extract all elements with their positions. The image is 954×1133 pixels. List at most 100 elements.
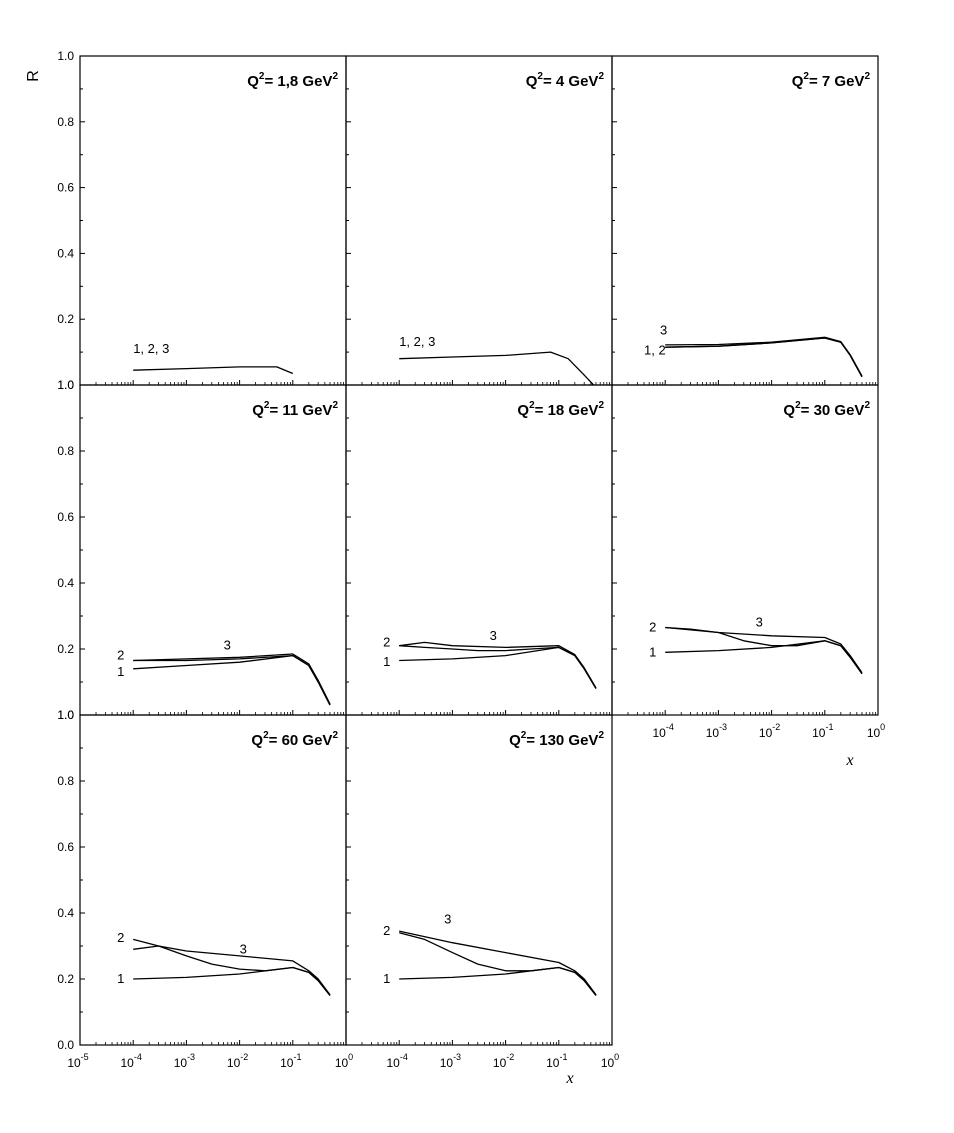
panel-2: Q2= 4 GeV2 1, 2, 3: [399, 71, 605, 386]
curve-2: [665, 337, 863, 378]
curve-2: [133, 938, 331, 996]
curve-label: 3: [224, 638, 231, 653]
panel-frame-7: [79, 714, 347, 1046]
curve-label: 2: [649, 620, 656, 635]
curve-1-2-3: [399, 351, 595, 386]
curve-1: [399, 966, 597, 996]
y-tick-label: 0.2: [57, 972, 74, 986]
x-tick-label: 10-3: [174, 1052, 195, 1070]
curve-label: 1: [383, 654, 390, 669]
curve-label: 3: [240, 941, 247, 956]
y-tick-label: 0.6: [57, 840, 74, 854]
y-tick-label: 1.0: [57, 378, 74, 392]
curve-1: [665, 640, 863, 675]
panel-frames: [79, 55, 879, 1046]
panel-5: Q2= 18 GeV2 2 1 3: [383, 400, 604, 689]
curve-label: 1: [383, 971, 390, 986]
panel-frame-3: [611, 55, 879, 386]
curve-2: [399, 645, 597, 689]
panel-title: Q2= 1,8 GeV2: [247, 71, 338, 90]
curve-3: [399, 641, 597, 689]
curve-2: [133, 654, 331, 706]
panel-3: Q2= 7 GeV2 3 1, 2: [644, 71, 871, 378]
y-tick-label: 1.0: [57, 708, 74, 722]
y-tick-label: 1.0: [57, 708, 74, 722]
curve-label: 1, 2: [644, 342, 666, 357]
curve-3: [665, 626, 863, 674]
curve-label: 3: [490, 628, 497, 643]
y-tick-label: 0.8: [57, 774, 74, 788]
panel-title: Q2= 18 GeV2: [517, 400, 604, 419]
x-tick-label: 10-1: [546, 1052, 567, 1070]
x-tick-label: 10-3: [440, 1052, 461, 1070]
curve-label: 1, 2, 3: [133, 341, 169, 356]
panel-4: Q2= 11 GeV2 21 3: [117, 400, 338, 706]
curve-1: [399, 646, 597, 689]
curve-label: 2: [117, 648, 124, 663]
panel-6: Q2= 30 GeV2 2 1 3: [649, 400, 870, 675]
panel-title: Q2= 130 GeV2: [509, 730, 604, 749]
x-axis-label: x: [845, 752, 853, 769]
y-tick-label: 0.6: [57, 181, 74, 195]
curve-label: 3: [444, 912, 451, 927]
x-tick-label: 100: [867, 722, 885, 740]
x-tick-label: 10-2: [759, 722, 780, 740]
curve-label: 2: [117, 930, 124, 945]
y-tick-label: 0.4: [57, 906, 74, 920]
x-tick-label: 100: [601, 1052, 619, 1070]
curve-2: [665, 626, 863, 675]
x-tick-label: 10-4: [387, 1052, 408, 1070]
y-axis-label: R: [25, 70, 42, 82]
curve-label: 2: [383, 634, 390, 649]
panel-7: Q2= 60 GeV2 2 1 3: [117, 730, 338, 996]
panel-title: Q2= 7 GeV2: [792, 71, 871, 90]
curve-2: [399, 932, 597, 996]
curve-1: [133, 966, 331, 996]
x-tick-label: 10-2: [493, 1052, 514, 1070]
y-tick-label: 0.4: [57, 246, 74, 260]
x-tick-label: 10-3: [706, 722, 727, 740]
y-tick-label: 0.8: [57, 444, 74, 458]
y-tick-label: 0.0: [57, 1038, 74, 1052]
curve-label: 2: [383, 923, 390, 938]
curve-label: 3: [660, 323, 667, 338]
x-tick-label: 10-4: [121, 1052, 142, 1070]
x-tick-label: 10-2: [227, 1052, 248, 1070]
x-axis-label: x: [565, 1070, 573, 1087]
curve-label: 1: [117, 971, 124, 986]
y-tick-label: 1.0: [57, 378, 74, 392]
panel-title: Q2= 30 GeV2: [783, 400, 870, 419]
y-axis: 1.00.20.40.60.81.01.00.20.40.60.81.00.00…: [57, 49, 74, 1052]
curve-1-2-3: [133, 366, 294, 375]
x-axes: 10-4 10-3 10-2 10-1 100 10-5 10-4 10-3 10-2 10-1 1…: [67, 722, 885, 1087]
y-tick-label: 0.6: [57, 510, 74, 524]
curve-1: [133, 654, 331, 706]
panel-1: Q2= 1,8 GeV2 1, 2, 3: [133, 71, 338, 375]
panel-frame-1: [79, 55, 347, 386]
panel-frame-6: [611, 384, 879, 716]
panel-title: Q2= 4 GeV2: [526, 71, 605, 90]
x-tick-label: 10-4: [653, 722, 674, 740]
panel-8: Q2= 130 GeV2 2 1 3: [383, 730, 604, 996]
curve-3: [665, 336, 863, 377]
curve-3: [133, 653, 331, 705]
curve-3: [133, 945, 331, 996]
curve-label: 1, 2, 3: [399, 334, 435, 349]
panel-title: Q2= 60 GeV2: [251, 730, 338, 749]
panel-frame-8: [345, 714, 613, 1046]
panel-title: Q2= 11 GeV2: [252, 400, 338, 419]
x-tick-label: 10-1: [812, 722, 833, 740]
y-tick-label: 0.2: [57, 312, 74, 326]
y-tick-label: 0.8: [57, 115, 74, 129]
curve-label: 3: [756, 615, 763, 630]
curve-label: 1: [649, 644, 656, 659]
x-tick-label: 10-5: [67, 1052, 88, 1070]
y-tick-label: 0.4: [57, 576, 74, 590]
x-tick-label: 10-1: [280, 1052, 301, 1070]
curve-3: [399, 930, 597, 996]
panel-frame-2: [345, 55, 613, 386]
y-tick-label: 1.0: [57, 49, 74, 63]
curve-label: 1: [117, 664, 124, 679]
